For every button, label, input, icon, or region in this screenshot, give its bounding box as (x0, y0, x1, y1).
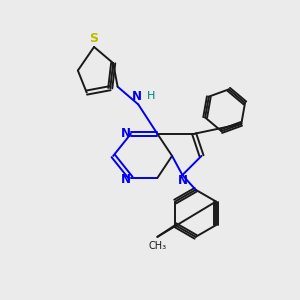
Text: N: N (121, 173, 130, 186)
Text: N: N (177, 174, 188, 187)
Text: H: H (146, 92, 155, 101)
Text: CH₃: CH₃ (148, 241, 166, 251)
Text: N: N (121, 127, 130, 140)
Text: N: N (132, 90, 142, 103)
Text: S: S (90, 32, 99, 46)
